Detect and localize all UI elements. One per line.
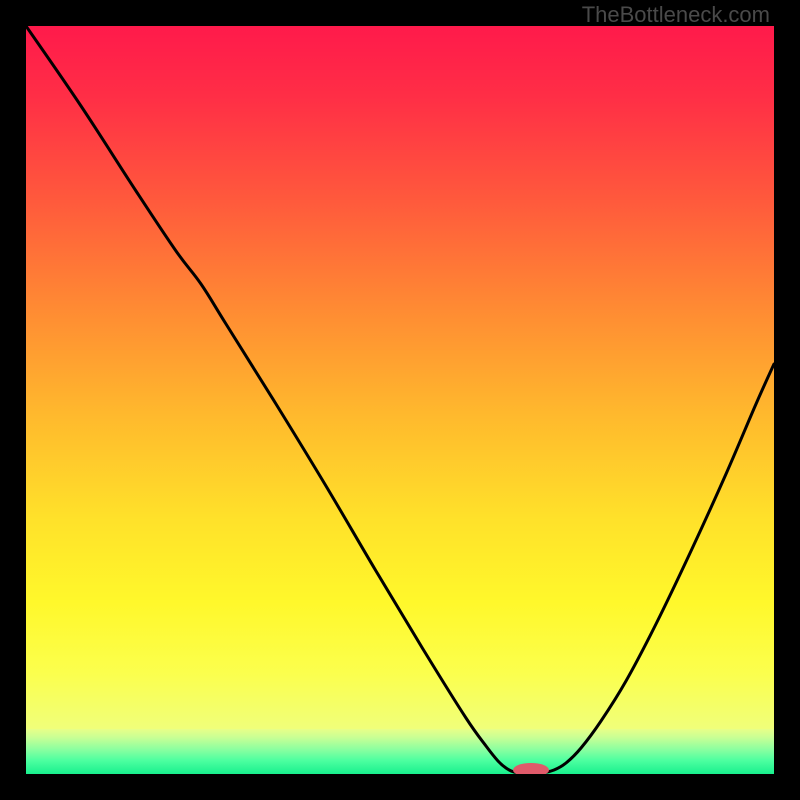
curve-layer	[26, 26, 774, 774]
optimal-marker	[513, 763, 549, 774]
watermark-text: TheBottleneck.com	[582, 2, 770, 28]
chart-container: TheBottleneck.com	[0, 0, 800, 800]
plot-area	[26, 26, 774, 774]
bottleneck-curve	[26, 26, 774, 773]
